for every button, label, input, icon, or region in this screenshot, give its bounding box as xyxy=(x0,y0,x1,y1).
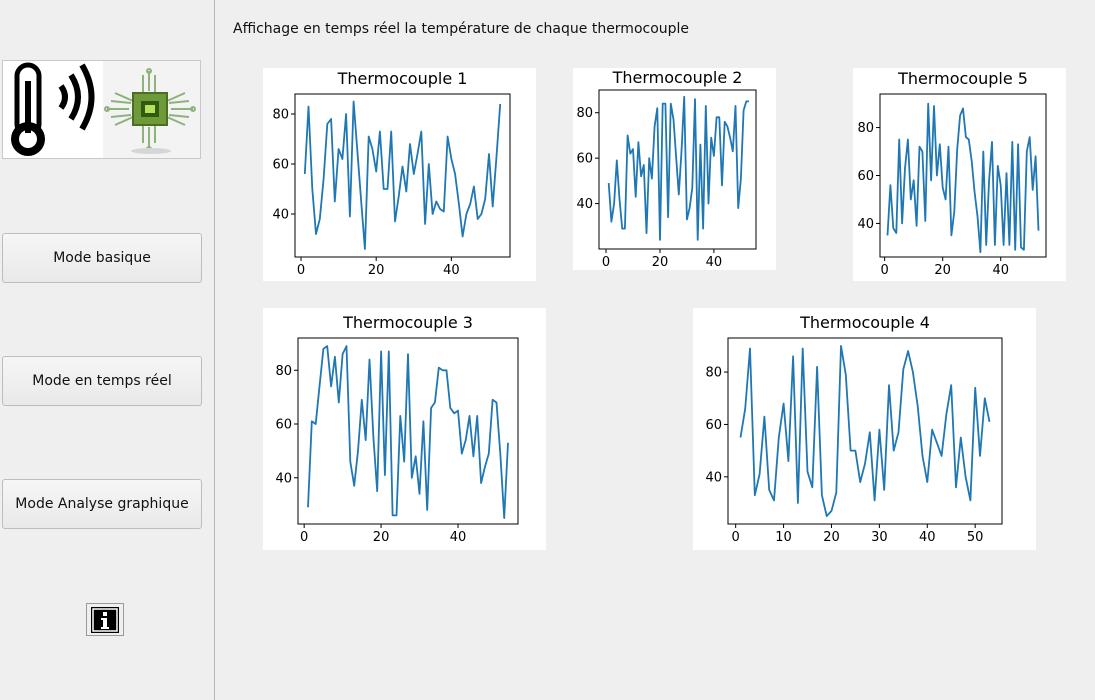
chart-thermocouple-1: Thermocouple 1 0 20 40 40 60 80 xyxy=(263,68,536,281)
mode-basic-button[interactable]: Mode basique xyxy=(2,233,202,283)
chart-thermocouple-3: Thermocouple 3 0 20 40 40 60 80 xyxy=(263,308,546,550)
series-line xyxy=(886,102,1040,254)
x-tick-label: 0 xyxy=(300,530,308,545)
chart-svg: Thermocouple 4 0 10 20 30 40 50 40 60 80 xyxy=(705,313,1003,545)
axes-frame xyxy=(297,337,519,525)
y-tick-label: 80 xyxy=(576,106,593,121)
page-title: Affichage en temps réel la température d… xyxy=(233,21,690,37)
x-tick-label: 0 xyxy=(881,263,889,278)
chart-svg: Thermocouple 2 0 20 40 40 60 80 xyxy=(576,68,757,270)
axes-frame xyxy=(879,93,1047,258)
y-tick-label: 60 xyxy=(857,169,874,184)
y-tick-label: 80 xyxy=(272,108,289,123)
x-tick-label: 40 xyxy=(443,263,460,278)
info-icon xyxy=(91,606,119,633)
x-tick-label: 20 xyxy=(373,530,390,545)
x-tick-label: 20 xyxy=(652,255,669,270)
x-tick-label: 30 xyxy=(871,530,888,545)
y-tick-label: 40 xyxy=(857,217,874,232)
x-tick-label: 20 xyxy=(934,263,951,278)
x-tick-label: 40 xyxy=(706,255,723,270)
y-tick-label: 40 xyxy=(576,197,593,212)
x-tick-label: 20 xyxy=(368,263,385,278)
chart-title: Thermocouple 5 xyxy=(897,69,1028,88)
y-tick-label: 40 xyxy=(705,470,722,485)
series-line xyxy=(607,95,749,241)
y-tick-label: 60 xyxy=(272,158,289,173)
chart-thermocouple-2: Thermocouple 2 0 20 40 40 60 80 xyxy=(573,68,776,270)
mode-analysis-button[interactable]: Mode Analyse graphique xyxy=(2,479,202,529)
wireless-signal-icon xyxy=(58,84,68,110)
y-tick-label: 80 xyxy=(705,366,722,381)
x-tick-label: 0 xyxy=(297,263,305,278)
chart-title: Thermocouple 1 xyxy=(337,69,468,88)
chart-title: Thermocouple 4 xyxy=(799,313,930,332)
axes-frame xyxy=(727,337,1003,525)
y-tick-label: 40 xyxy=(272,208,289,223)
chart-thermocouple-4: Thermocouple 4 0 10 20 30 40 50 40 60 80 xyxy=(693,308,1036,550)
x-tick-label: 50 xyxy=(967,530,984,545)
chart-svg: Thermocouple 5 0 20 40 40 60 80 xyxy=(857,69,1047,278)
thermometer-icon xyxy=(11,61,200,158)
info-button[interactable] xyxy=(86,603,124,636)
series-line xyxy=(307,345,509,520)
app-logo xyxy=(2,60,201,159)
x-tick-label: 0 xyxy=(602,255,610,270)
y-tick-label: 60 xyxy=(705,418,722,433)
y-tick-label: 60 xyxy=(275,418,292,433)
x-tick-label: 10 xyxy=(775,530,792,545)
x-tick-label: 0 xyxy=(732,530,740,545)
chart-thermocouple-5: Thermocouple 5 0 20 40 40 60 80 xyxy=(853,68,1066,281)
series-line xyxy=(739,345,991,518)
chart-svg: Thermocouple 1 0 20 40 40 60 80 xyxy=(272,69,511,278)
axes-frame xyxy=(598,89,757,250)
x-tick-label: 20 xyxy=(823,530,840,545)
x-tick-label: 40 xyxy=(919,530,936,545)
mode-realtime-button[interactable]: Mode en temps réel xyxy=(2,356,202,406)
series-line xyxy=(303,100,502,250)
y-tick-label: 80 xyxy=(857,121,874,136)
chart-title: Thermocouple 3 xyxy=(342,313,473,332)
chart-title: Thermocouple 2 xyxy=(612,68,743,87)
chart-svg: Thermocouple 3 0 20 40 40 60 80 xyxy=(275,313,519,545)
y-tick-label: 60 xyxy=(576,152,593,167)
sidebar: Mode basique Mode en temps réel Mode Ana… xyxy=(0,0,215,700)
axes-frame xyxy=(294,93,511,258)
y-tick-label: 40 xyxy=(275,471,292,486)
x-tick-label: 40 xyxy=(992,263,1009,278)
x-tick-label: 40 xyxy=(450,530,467,545)
y-tick-label: 80 xyxy=(275,364,292,379)
circuit-chip-icon xyxy=(104,68,196,152)
